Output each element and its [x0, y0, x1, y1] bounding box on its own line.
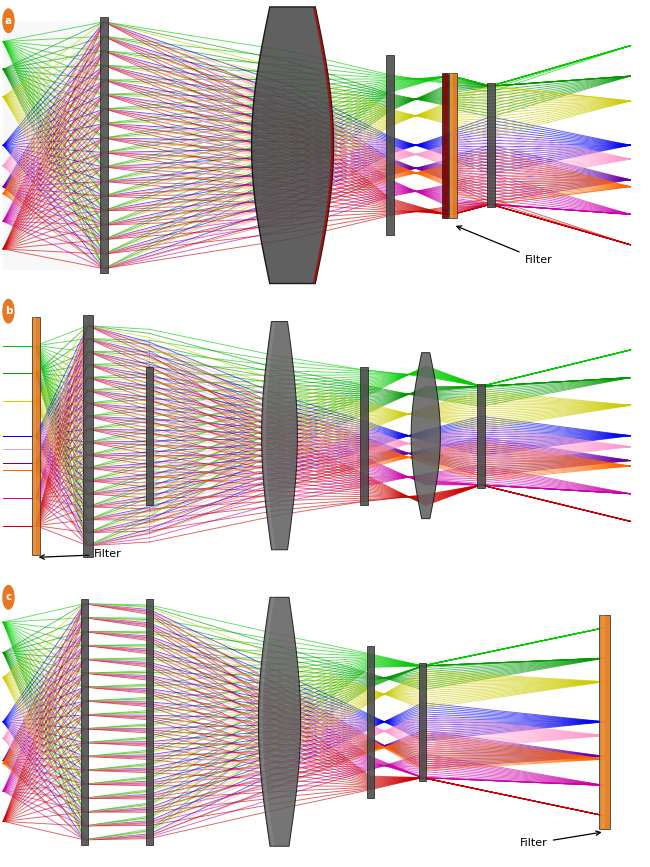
- Polygon shape: [313, 7, 333, 284]
- Polygon shape: [252, 7, 333, 284]
- Text: Filter: Filter: [457, 226, 552, 264]
- Circle shape: [3, 585, 14, 609]
- Bar: [486, 83, 495, 207]
- Bar: [450, 73, 453, 218]
- Bar: [442, 73, 448, 218]
- Polygon shape: [259, 597, 300, 846]
- Text: Filter: Filter: [40, 550, 122, 559]
- Bar: [33, 316, 36, 555]
- Bar: [360, 367, 368, 505]
- Polygon shape: [260, 597, 274, 846]
- Polygon shape: [411, 353, 440, 518]
- Text: b: b: [5, 306, 12, 316]
- Bar: [478, 384, 485, 487]
- Bar: [32, 316, 40, 555]
- Bar: [83, 315, 93, 557]
- Polygon shape: [262, 322, 297, 550]
- Text: Filter: Filter: [520, 831, 601, 848]
- Text: a: a: [5, 16, 12, 26]
- Bar: [449, 73, 457, 218]
- Bar: [3, 21, 104, 270]
- Circle shape: [3, 9, 14, 32]
- Polygon shape: [263, 322, 276, 550]
- Bar: [385, 55, 394, 235]
- Bar: [601, 615, 604, 829]
- Text: c: c: [5, 592, 12, 603]
- Bar: [81, 599, 88, 844]
- Bar: [146, 367, 153, 505]
- Bar: [100, 17, 108, 273]
- Bar: [599, 615, 610, 829]
- Bar: [367, 646, 374, 798]
- Bar: [419, 663, 426, 780]
- Bar: [146, 599, 153, 844]
- Circle shape: [3, 299, 14, 323]
